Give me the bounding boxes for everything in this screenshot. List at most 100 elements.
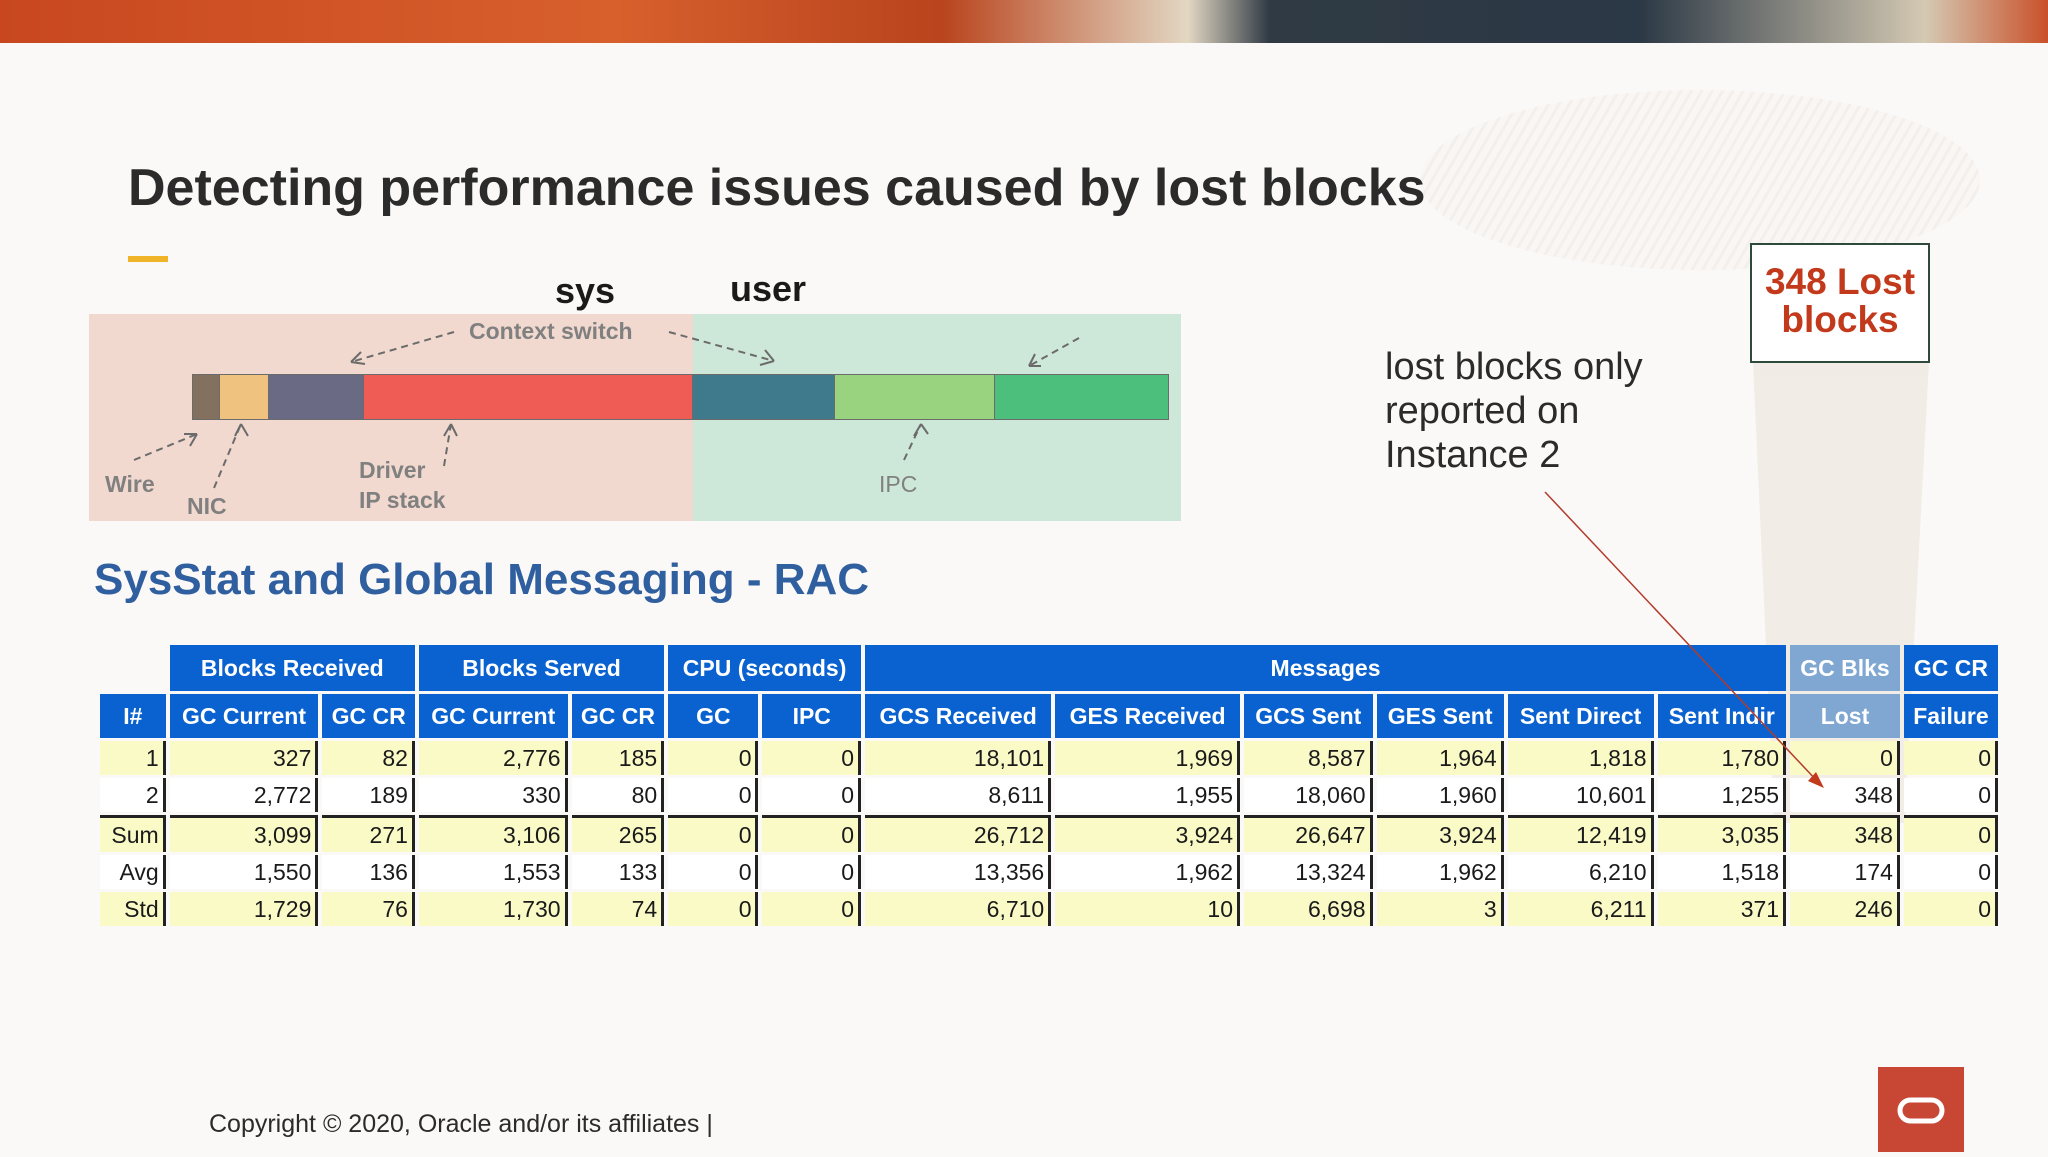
table-cell: 3	[1376, 892, 1504, 926]
column-header: GES Sent	[1376, 694, 1504, 738]
table-cell: 3,099	[169, 815, 319, 852]
table-cell: 6,710	[865, 892, 1052, 926]
column-header: IPC	[762, 694, 862, 738]
column-header: GC CR	[571, 694, 665, 738]
table-cell: 2,776	[418, 741, 568, 775]
callout-line-1: 348 Lost	[1764, 261, 1916, 302]
table-cell: 271	[322, 815, 415, 852]
column-header: GCS Received	[865, 694, 1052, 738]
table-cell: 330	[418, 778, 568, 812]
column-header: GES Received	[1055, 694, 1240, 738]
table-cell: 1,960	[1376, 778, 1504, 812]
table-cell: 18,101	[865, 741, 1052, 775]
table-cell: 0	[1903, 892, 1998, 926]
table-row: Avg 1,550 136 1,553 133 0 0 13,356 1,962 13,324 1,…	[100, 855, 1998, 889]
table-cell: 6,210	[1507, 855, 1654, 889]
column-header: GCS Sent	[1244, 694, 1373, 738]
table-cell: Sum	[100, 815, 166, 852]
copyright-footer: Copyright © 2020, Oracle and/or its affi…	[209, 1110, 713, 1138]
oracle-logo	[1878, 1067, 1964, 1152]
table-cell: 6,211	[1507, 892, 1654, 926]
table-cell: 0	[762, 741, 862, 775]
table-cell: 3,924	[1055, 815, 1240, 852]
table-cell: 0	[1903, 778, 1998, 812]
table-cell: 3,106	[418, 815, 568, 852]
table-row: 1 327 82 2,776 185 0 0 18,101 1,969 8,587 1,964 1,8…	[100, 741, 1998, 775]
table-cell: 82	[322, 741, 415, 775]
table-cell: 189	[322, 778, 415, 812]
table-cell: 10,601	[1507, 778, 1654, 812]
nic-label: NIC	[187, 493, 227, 519]
rac-stats-table: Blocks Received Blocks Served CPU (secon…	[96, 642, 2002, 929]
lost-blocks-note: lost blocks only reported on Instance 2	[1385, 345, 1643, 477]
table-cell: 80	[571, 778, 665, 812]
table-cell: 10	[1055, 892, 1240, 926]
table-cell: 1,780	[1657, 741, 1787, 775]
table-cell: 0	[762, 778, 862, 812]
column-header: I#	[100, 694, 166, 738]
table-cell: 0	[1790, 741, 1900, 775]
table-cell: 185	[571, 741, 665, 775]
top-banner	[0, 0, 2048, 43]
table-row: Std 1,729 76 1,730 74 0 0 6,710 10 6,698 3 6,211 371…	[100, 892, 1998, 926]
wire-arrow	[133, 433, 198, 461]
table-cell: 0	[668, 778, 759, 812]
driver-segment	[268, 374, 364, 420]
table-cell: 1,518	[1657, 855, 1787, 889]
table-cell: 1,730	[418, 892, 568, 926]
column-header: GC CR	[322, 694, 415, 738]
lost-blocks-callout: 348 Lost blocks	[1750, 243, 1930, 363]
user-arrow	[1028, 337, 1080, 367]
table-cell: 3,035	[1657, 815, 1787, 852]
ipc-segment	[834, 374, 996, 420]
table-cell: 1,255	[1657, 778, 1787, 812]
driver-label: Driver	[359, 457, 426, 483]
table-cell: 12,419	[1507, 815, 1654, 852]
table-cell: 265	[571, 815, 665, 852]
table-cell: 26,647	[1244, 815, 1373, 852]
table-cell: 76	[322, 892, 415, 926]
table-cell: 13,324	[1244, 855, 1373, 889]
context-switch-diagram: Context switch Wire NIC Driver IP stack …	[89, 314, 1181, 521]
table-cell: 0	[1903, 855, 1998, 889]
column-header: Failure	[1903, 694, 1998, 738]
table-cell: 1,969	[1055, 741, 1240, 775]
ip-stack-label: IP stack	[359, 487, 446, 513]
column-header: GC	[668, 694, 759, 738]
context-switch-label: Context switch	[469, 318, 633, 344]
table-row: Sum 3,099 271 3,106 265 0 0 26,712 3,924 26,647 3,…	[100, 815, 1998, 852]
table-cell: 1,962	[1376, 855, 1504, 889]
nic-segment	[219, 374, 270, 420]
table-cell: 371	[1657, 892, 1787, 926]
table-cell: Avg	[100, 855, 166, 889]
table-cell: 0	[762, 815, 862, 852]
ipc-arrow	[903, 423, 922, 461]
context-switch-arrow-right	[668, 331, 775, 362]
callout-line-2: blocks	[1781, 299, 1899, 340]
table-cell: 0	[1903, 741, 1998, 775]
ip-stack-segment	[363, 374, 693, 420]
slide-title: Detecting performance issues caused by l…	[128, 159, 1426, 217]
table-cell: 246	[1790, 892, 1900, 926]
note-line-3: Instance 2	[1385, 434, 1561, 476]
column-header: GC Current	[418, 694, 568, 738]
table-cell: 348	[1790, 778, 1900, 812]
table-cell: 174	[1790, 855, 1900, 889]
group-header: Blocks Served	[418, 645, 665, 691]
table-cell: 2	[100, 778, 166, 812]
table-cell: 0	[668, 892, 759, 926]
sys-user-segment	[692, 374, 835, 420]
table-cell: 0	[1903, 815, 1998, 852]
table-cell: 0	[668, 741, 759, 775]
table-cell: 1,964	[1376, 741, 1504, 775]
note-line-1: lost blocks only	[1385, 346, 1643, 388]
wire-label: Wire	[105, 471, 155, 497]
table-cell: 0	[762, 855, 862, 889]
table-cell: 6,698	[1244, 892, 1373, 926]
oracle-ring-icon	[1897, 1097, 1945, 1124]
background-texture	[1420, 90, 1980, 270]
table-cell: 3,924	[1376, 815, 1504, 852]
table-cell: 8,611	[865, 778, 1052, 812]
table-cell: 136	[322, 855, 415, 889]
title-accent-bar	[128, 256, 168, 262]
